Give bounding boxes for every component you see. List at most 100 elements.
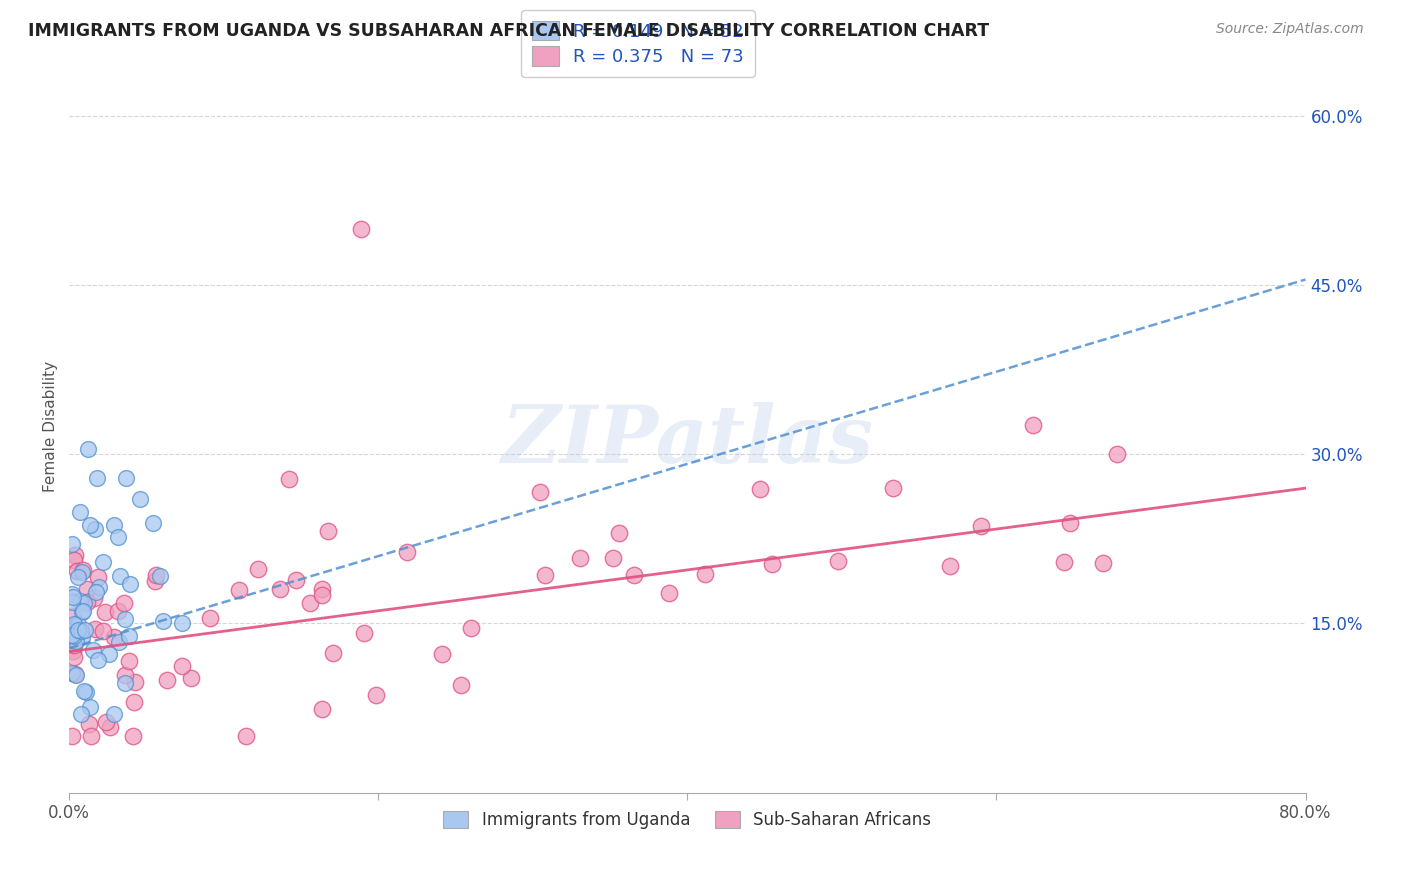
Point <box>156 673 179 688</box>
Point <box>118 629 141 643</box>
Point <box>115 471 138 485</box>
Point <box>129 492 152 507</box>
Point <box>79 699 101 714</box>
Point <box>143 574 166 589</box>
Point <box>65 668 87 682</box>
Point <box>761 557 783 571</box>
Point <box>529 485 551 500</box>
Point <box>103 518 125 533</box>
Text: Source: ZipAtlas.com: Source: ZipAtlas.com <box>1216 22 1364 37</box>
Point <box>124 675 146 690</box>
Point <box>299 596 322 610</box>
Point <box>60 587 83 601</box>
Point <box>84 522 107 536</box>
Point <box>149 569 172 583</box>
Point <box>97 648 120 662</box>
Point <box>66 564 89 578</box>
Point <box>114 667 136 681</box>
Point <box>122 695 145 709</box>
Point <box>60 666 83 681</box>
Point <box>658 585 681 599</box>
Point <box>107 604 129 618</box>
Text: IMMIGRANTS FROM UGANDA VS SUBSAHARAN AFRICAN FEMALE DISABILITY CORRELATION CHART: IMMIGRANTS FROM UGANDA VS SUBSAHARAN AFR… <box>28 22 990 40</box>
Point <box>66 570 89 584</box>
Point <box>1107 447 1129 461</box>
Point <box>70 706 93 721</box>
Point <box>1022 417 1045 432</box>
Point <box>69 505 91 519</box>
Text: ZIPatlas: ZIPatlas <box>502 402 873 480</box>
Point <box>534 568 557 582</box>
Point <box>70 605 93 619</box>
Point <box>152 615 174 629</box>
Point <box>96 714 118 729</box>
Point <box>311 702 333 716</box>
Point <box>77 717 100 731</box>
Point <box>91 555 114 569</box>
Point <box>311 588 333 602</box>
Point <box>269 582 291 597</box>
Point <box>67 616 90 631</box>
Point <box>122 729 145 743</box>
Point <box>83 591 105 605</box>
Point <box>278 472 301 486</box>
Point <box>430 647 453 661</box>
Point <box>749 482 772 496</box>
Point <box>623 567 645 582</box>
Point <box>86 471 108 485</box>
Point <box>322 646 344 660</box>
Point <box>76 595 98 609</box>
Point <box>939 558 962 573</box>
Point <box>170 658 193 673</box>
Point <box>66 623 89 637</box>
Point <box>103 631 125 645</box>
Point <box>1053 554 1076 568</box>
Point <box>108 569 131 583</box>
Point <box>60 595 83 609</box>
Point <box>76 442 98 456</box>
Point <box>87 570 110 584</box>
Point <box>72 563 94 577</box>
Point <box>72 596 94 610</box>
Point <box>72 604 94 618</box>
Point <box>180 671 202 685</box>
Point <box>62 591 84 605</box>
Point <box>1092 556 1115 570</box>
Point <box>311 582 333 597</box>
Point <box>145 568 167 582</box>
Point <box>120 576 142 591</box>
Point <box>84 622 107 636</box>
Point <box>107 530 129 544</box>
Point <box>89 580 111 594</box>
Point <box>76 582 98 596</box>
Point <box>114 676 136 690</box>
Point <box>353 625 375 640</box>
Point <box>82 643 104 657</box>
Legend: Immigrants from Uganda, Sub-Saharan Africans: Immigrants from Uganda, Sub-Saharan Afri… <box>437 804 938 836</box>
Point <box>607 526 630 541</box>
Point <box>284 573 307 587</box>
Point <box>86 585 108 599</box>
Point <box>450 678 472 692</box>
Point <box>69 594 91 608</box>
Point <box>63 638 86 652</box>
Point <box>63 619 86 633</box>
Point <box>65 633 87 648</box>
Point <box>117 654 139 668</box>
Point <box>247 562 270 576</box>
Point <box>350 221 373 235</box>
Point <box>228 582 250 597</box>
Point <box>316 524 339 539</box>
Point <box>396 545 419 559</box>
Point <box>62 644 84 658</box>
Point <box>103 706 125 721</box>
Point <box>60 628 83 642</box>
Point <box>366 689 388 703</box>
Point <box>569 551 592 566</box>
Point <box>602 550 624 565</box>
Point <box>114 612 136 626</box>
Point <box>198 611 221 625</box>
Point <box>108 634 131 648</box>
Point <box>75 685 97 699</box>
Point <box>112 596 135 610</box>
